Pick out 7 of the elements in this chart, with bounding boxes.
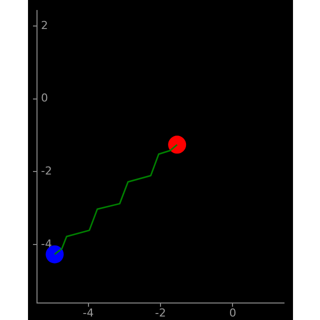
x-tick-label: 0 [229, 306, 236, 320]
y-tick-label: -4 [41, 237, 52, 250]
x-tick-label: -4 [82, 306, 94, 320]
x-tick-label: -2 [155, 306, 166, 320]
y-tick-label: 2 [41, 18, 48, 32]
y-tick-label: -2 [41, 164, 52, 178]
y-tick-label: 0 [41, 92, 48, 105]
